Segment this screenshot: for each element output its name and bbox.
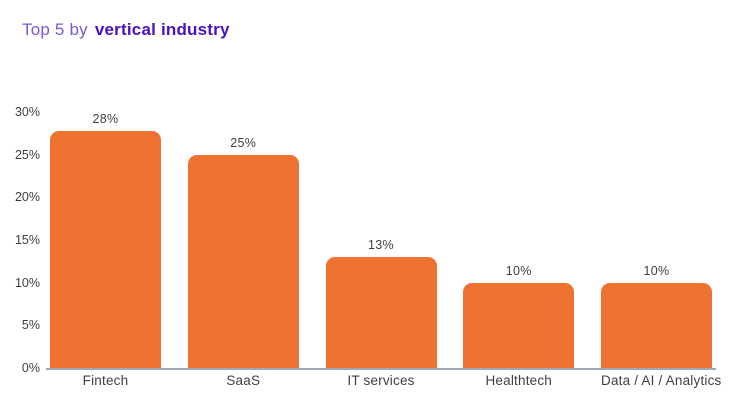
y-axis-tick-label: 20% xyxy=(14,190,40,205)
y-axis-tick-label: 15% xyxy=(14,233,40,247)
bar-value-label: 28% xyxy=(92,112,119,126)
y-axis-tick-label: 10% xyxy=(14,275,40,290)
x-axis-label-it-services: IT services xyxy=(347,373,415,388)
y-axis: 0% 5% 10% 15% 20% 25% 30% xyxy=(0,105,40,375)
bar-data-ai-analytics xyxy=(601,282,712,368)
y-axis-tick-label: 25% xyxy=(14,147,40,162)
plot-area: 28% 25% 13% 10% 10% xyxy=(46,112,716,370)
bar-column-data-ai-analytics: 10% xyxy=(601,112,712,368)
chart-title-highlight: vertical industry xyxy=(94,20,230,39)
chart-title: Top 5 by vertical industry xyxy=(22,20,230,40)
bar-column-saas: 25% xyxy=(187,112,299,368)
bar-value-label: 13% xyxy=(368,238,394,253)
bar-healthtech xyxy=(463,282,575,368)
x-axis-label-fintech: Fintech xyxy=(82,373,129,388)
bar-group: 28% 25% 13% 10% 10% xyxy=(46,112,716,368)
bar-fintech xyxy=(50,131,161,368)
bar-column-fintech: 28% xyxy=(50,112,161,368)
bar-saas xyxy=(187,154,299,368)
x-axis-labels: Fintech SaaS IT services Healthtech Data / A… xyxy=(46,373,722,388)
bar-value-label: 25% xyxy=(230,135,257,150)
x-axis-label-data-ai-analytics: Data / AI / Analytics xyxy=(601,373,722,388)
x-axis-line xyxy=(46,368,716,370)
bar-column-it-services: 13% xyxy=(325,112,437,368)
bar-it-services xyxy=(325,257,437,368)
y-axis-tick-label: 5% xyxy=(21,318,40,333)
bar-value-label: 10% xyxy=(505,263,532,278)
bar-column-healthtech: 10% xyxy=(463,112,575,368)
bar-value-label: 10% xyxy=(643,263,670,278)
y-axis-tick-label: 30% xyxy=(14,105,40,119)
chart-title-prefix: Top 5 by xyxy=(22,20,88,39)
x-axis-label-saas: SaaS xyxy=(226,373,261,388)
x-axis-label-healthtech: Healthtech xyxy=(485,373,553,388)
y-axis-tick-label: 0% xyxy=(21,361,40,375)
